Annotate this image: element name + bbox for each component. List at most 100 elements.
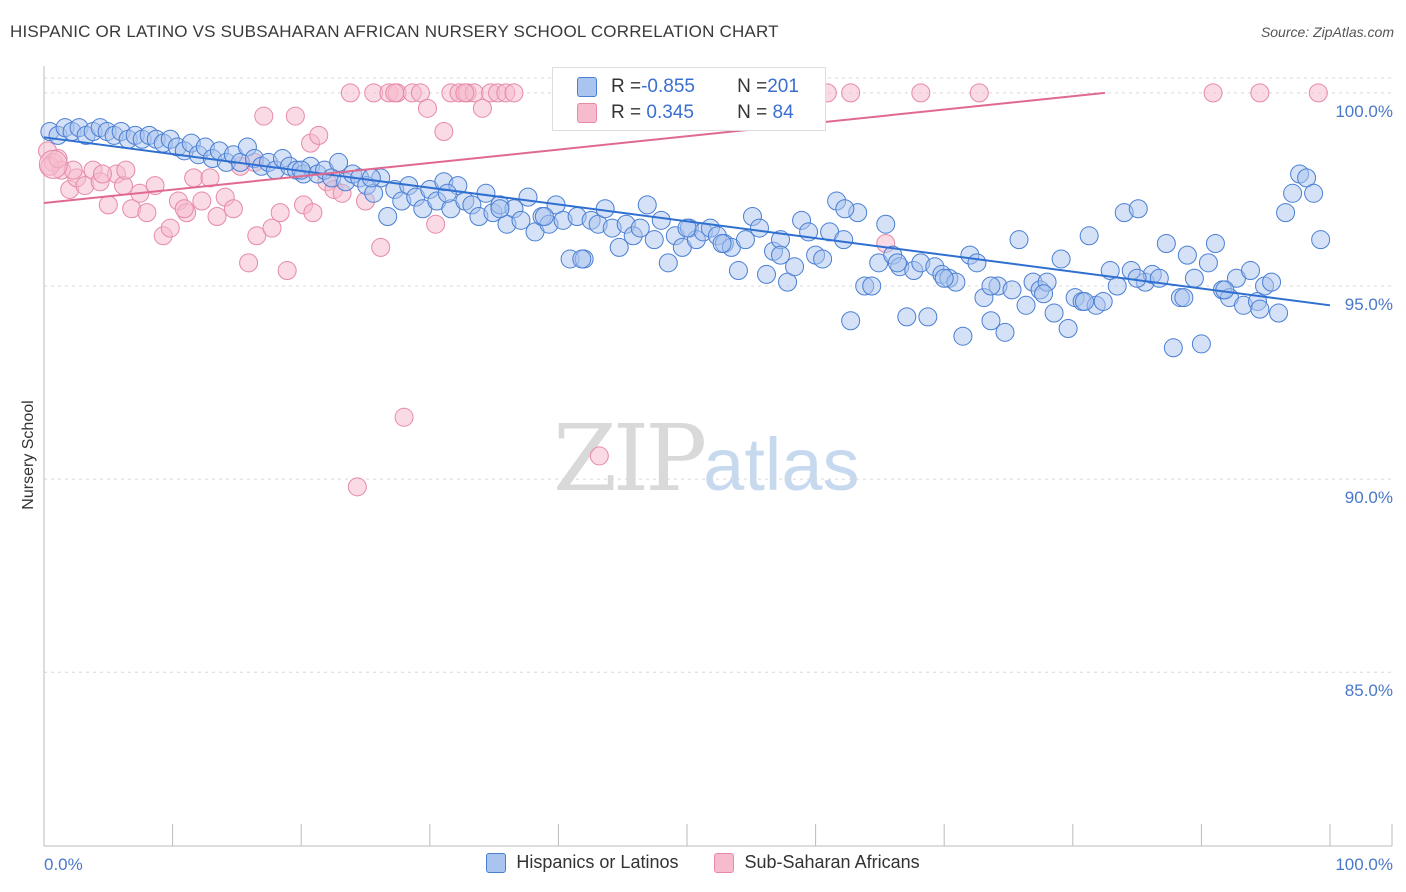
data-point	[207, 206, 227, 226]
data-point	[92, 164, 112, 184]
legend-swatch-pink	[577, 103, 597, 123]
data-point	[534, 206, 554, 226]
data-point	[98, 195, 118, 215]
data-point	[472, 98, 492, 118]
data-point	[712, 234, 732, 254]
data-point	[749, 218, 769, 238]
data-point	[834, 230, 854, 250]
watermark-zip: ZIP	[553, 405, 707, 512]
data-point	[841, 83, 861, 103]
data-point	[200, 168, 220, 188]
data-point	[918, 307, 938, 327]
y-tick-label: 85.0%	[1345, 681, 1393, 700]
data-point	[137, 203, 157, 223]
trend-line-subsaharan	[43, 91, 1106, 204]
data-point	[504, 83, 524, 103]
data-point	[434, 122, 454, 142]
data-point	[1311, 230, 1331, 250]
data-point	[876, 214, 896, 234]
data-point	[1262, 272, 1282, 292]
data-point	[378, 206, 398, 226]
legend-r-value: -0.855	[641, 76, 695, 97]
legend-label-hispanics: Hispanics or Latinos	[516, 852, 679, 872]
data-point	[1177, 245, 1197, 265]
data-point	[437, 183, 457, 203]
data-point	[518, 187, 538, 207]
data-point	[394, 407, 414, 427]
data-point	[385, 83, 405, 103]
data-point	[637, 195, 657, 215]
legend-r-label: R =	[611, 76, 642, 97]
data-point	[1079, 226, 1099, 246]
data-point	[1191, 334, 1211, 354]
y-tick-label: 100.0%	[1335, 102, 1393, 121]
data-point	[309, 125, 329, 145]
data-point	[174, 199, 194, 219]
series-legend: Hispanics or Latinos Sub-Saharan African…	[0, 852, 1406, 873]
data-point	[1174, 288, 1194, 308]
data-point	[589, 446, 609, 466]
data-point	[1163, 338, 1183, 358]
data-point	[116, 160, 136, 180]
data-point	[1156, 234, 1176, 254]
data-point	[934, 268, 954, 288]
data-point	[340, 83, 360, 103]
axis-labels: 85.0% 90.0% 95.0% 100.0% 0.0% 100.0% Nursery S…	[20, 102, 1393, 874]
data-point	[756, 264, 776, 284]
data-point	[426, 214, 446, 234]
data-point	[995, 322, 1015, 342]
data-point	[1203, 83, 1223, 103]
data-point	[1058, 318, 1078, 338]
legend-label-subsaharan: Sub-Saharan Africans	[744, 852, 920, 872]
data-point	[630, 218, 650, 238]
data-point	[490, 199, 510, 219]
data-point	[1198, 253, 1218, 273]
data-point	[1297, 168, 1317, 188]
data-point	[677, 218, 697, 238]
data-point	[1016, 295, 1036, 315]
data-point	[981, 311, 1001, 331]
legend-item-subsaharan[interactable]: Sub-Saharan Africans	[714, 852, 920, 873]
data-point	[254, 106, 274, 126]
data-point	[361, 168, 381, 188]
data-point	[969, 83, 989, 103]
data-point	[1002, 280, 1022, 300]
data-point	[1044, 303, 1064, 323]
data-point	[835, 199, 855, 219]
data-point	[887, 253, 907, 273]
data-point	[1308, 83, 1328, 103]
data-point	[247, 226, 267, 246]
legend-swatch-blue	[577, 77, 597, 97]
data-point	[1107, 276, 1127, 296]
data-point	[1241, 261, 1261, 281]
legend-n-value: 84	[767, 102, 794, 123]
y-tick-label: 90.0%	[1345, 488, 1393, 507]
data-point	[347, 477, 367, 497]
legend-swatch-pink	[714, 852, 735, 873]
data-point	[897, 307, 917, 327]
data-point	[967, 253, 987, 273]
legend-item-hispanics[interactable]: Hispanics or Latinos	[486, 852, 678, 873]
data-point	[572, 249, 592, 269]
legend-row-hispanic: R = -0.855 N = 201	[577, 74, 799, 100]
data-point	[785, 257, 805, 277]
data-point	[277, 261, 297, 281]
data-point	[1250, 299, 1270, 319]
data-point	[511, 210, 531, 230]
data-point	[841, 311, 861, 331]
data-point	[417, 98, 437, 118]
data-point	[1184, 268, 1204, 288]
data-point	[609, 237, 629, 257]
series-sub-saharan-africans	[38, 83, 1328, 497]
data-point	[184, 168, 204, 188]
trend-lines	[43, 91, 1331, 307]
legend-r-value: 0.345	[641, 102, 694, 123]
data-point	[1250, 83, 1270, 103]
legend-row-subsaharan: R = 0.345 N = 84	[577, 100, 794, 126]
chart-source: Source: ZipAtlas.com	[1260, 24, 1394, 40]
data-point	[911, 83, 931, 103]
data-point	[1127, 268, 1147, 288]
y-axis-label: Nursery School	[20, 400, 37, 509]
axes	[43, 66, 1393, 847]
data-point	[1128, 199, 1148, 219]
